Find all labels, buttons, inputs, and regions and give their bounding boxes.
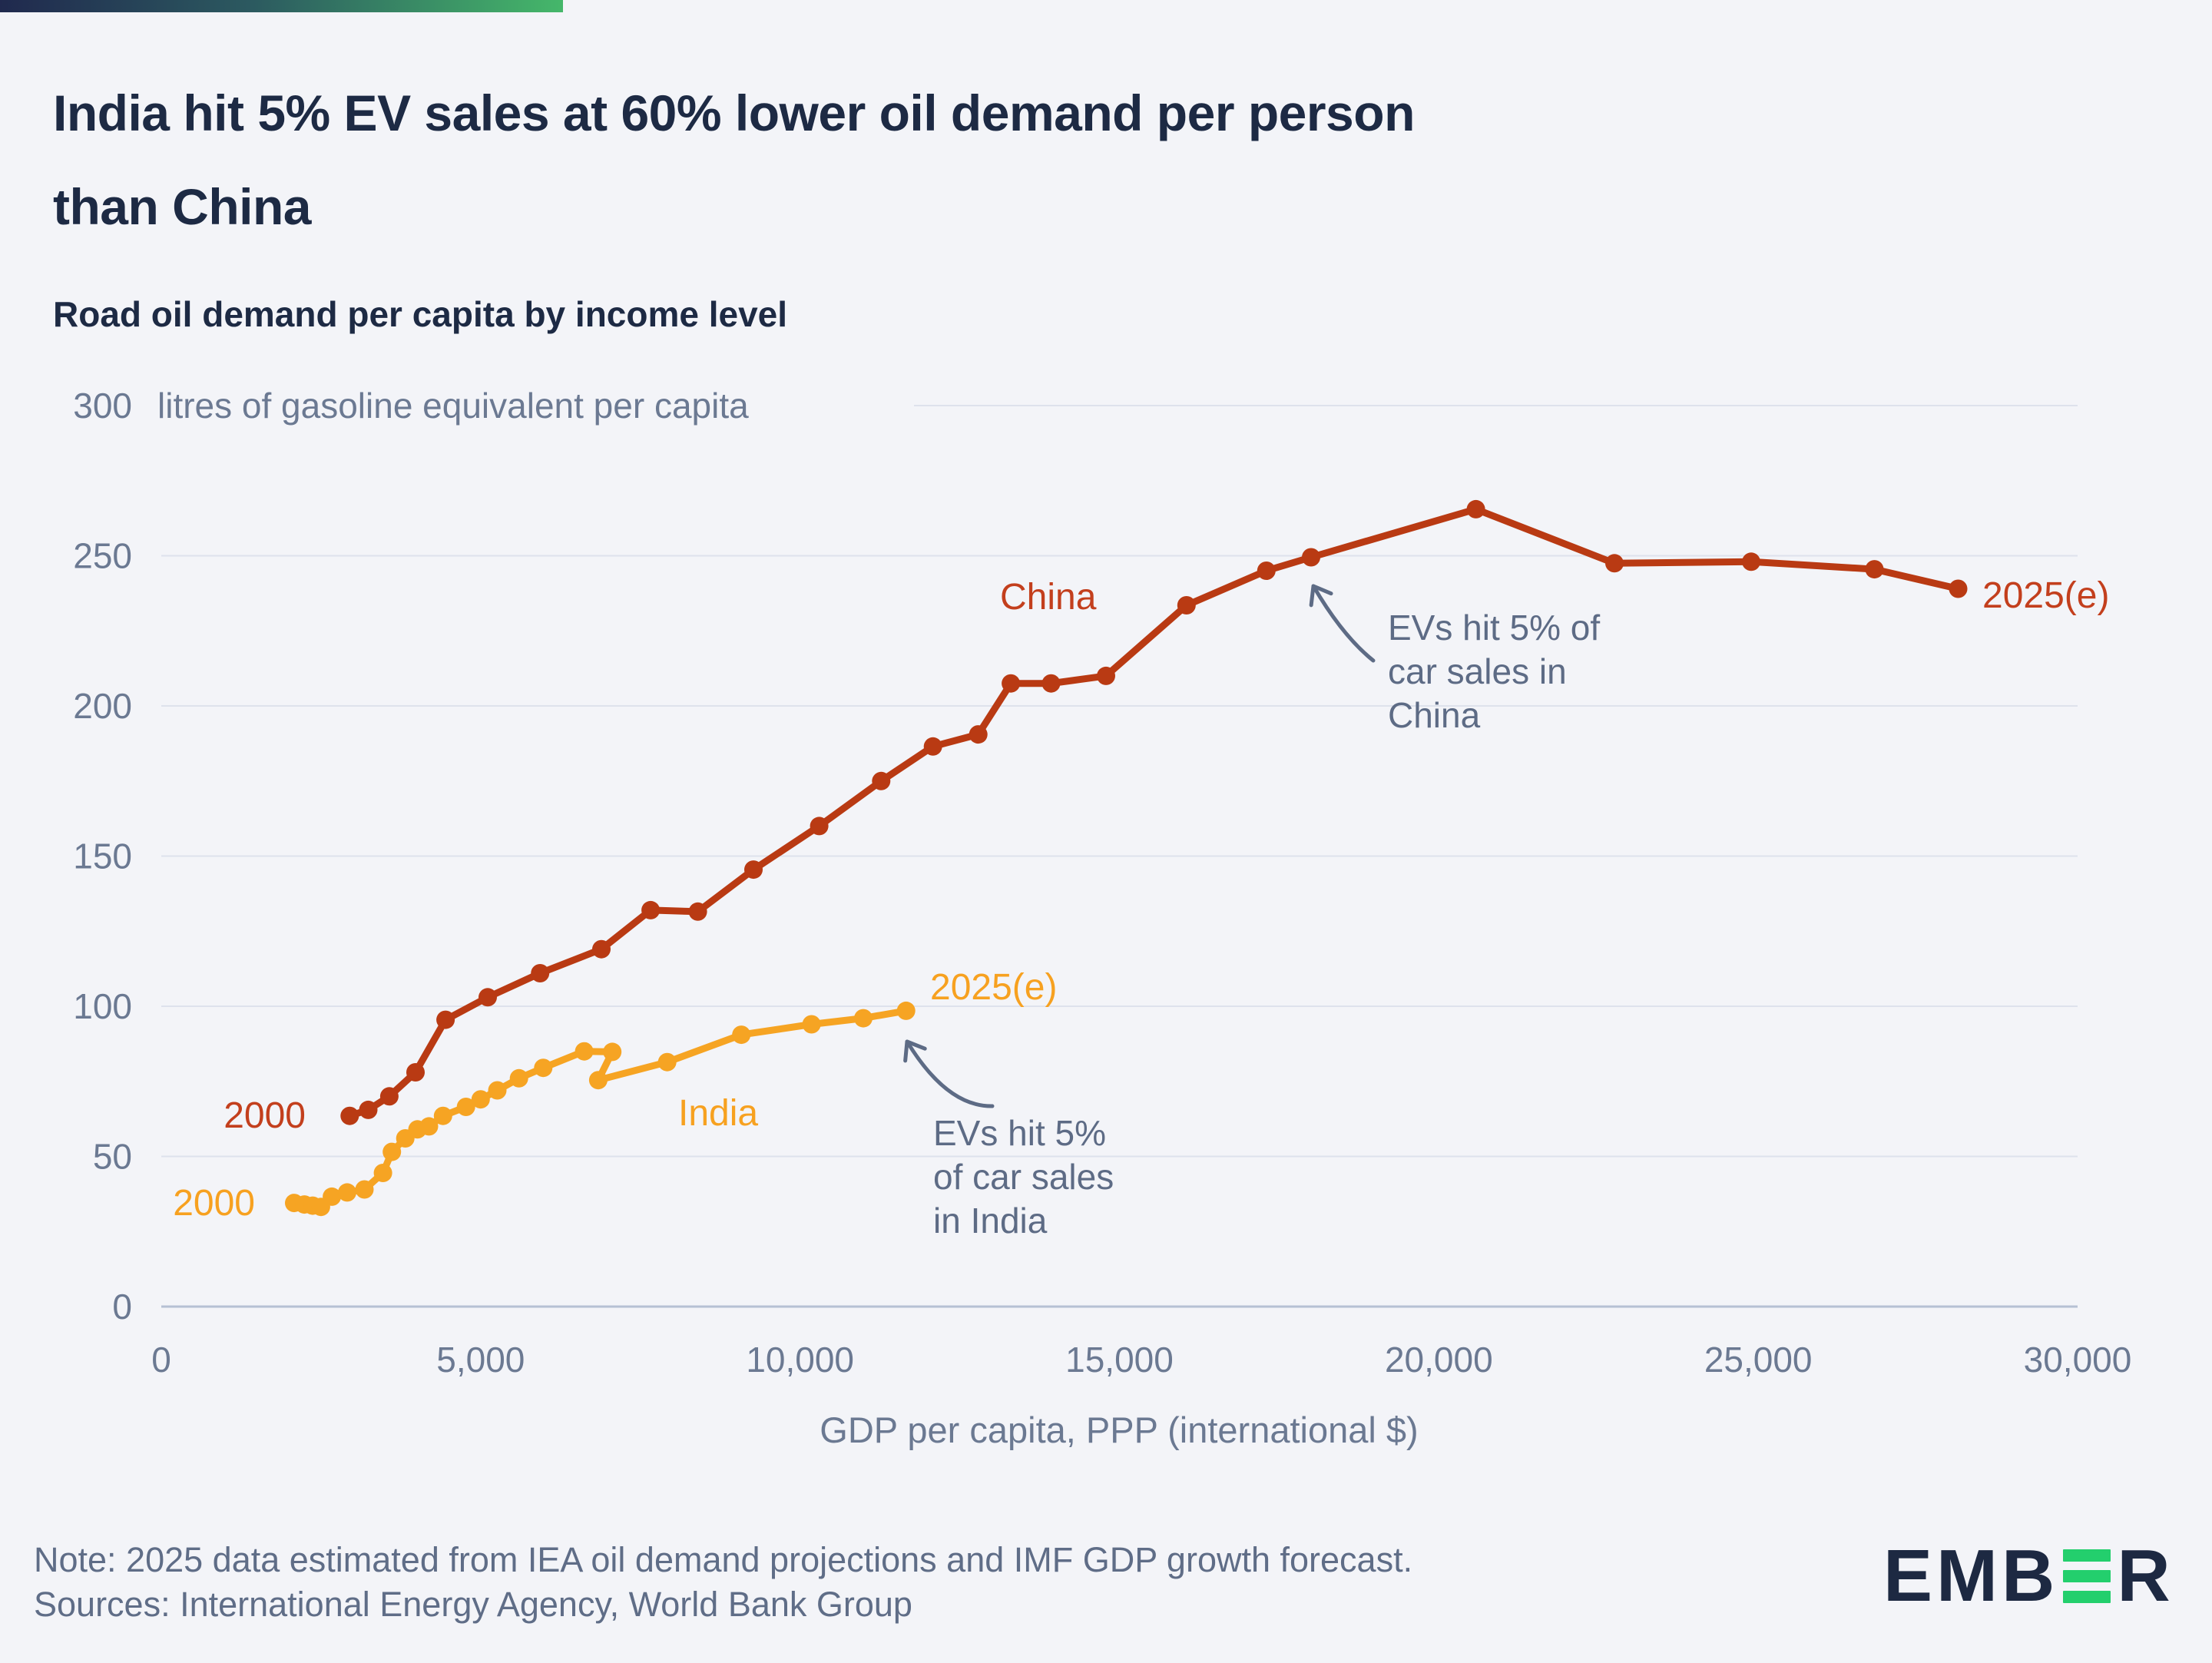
x-tick-label: 15,000 [1065,1340,1174,1380]
data-point-india-2023 [802,1015,821,1034]
data-point-india-2024 [854,1009,873,1028]
y-tick-label: 100 [73,986,132,1026]
data-point-china-2022 [1605,554,1624,573]
data-point-china-2000 [340,1106,359,1125]
ember-logo-suffix: R [2117,1535,2174,1617]
data-point-china-2020 [1302,548,1320,567]
data-point-india-2014 [471,1090,490,1109]
annotation-text-india-ev: in India [933,1201,1048,1241]
data-point-china-2025 [1949,579,1968,598]
data-point-china-2016 [1041,674,1061,693]
data-point-india-2004 [323,1187,342,1206]
data-point-china-2018 [1177,596,1196,615]
data-point-india-2008 [382,1142,402,1161]
data-point-china-2019 [1257,562,1276,580]
x-tick-label: 0 [151,1340,171,1380]
data-point-china-2015 [1002,674,1021,693]
y-axis-unit-label: litres of gasoline equivalent per capita [157,386,749,426]
data-point-china-2007 [592,939,611,959]
data-point-india-2020 [588,1071,608,1090]
series-label-india-end: 2025(e) [930,967,1057,1008]
data-point-india-2025 [896,1001,916,1020]
annotation-text-china-ev: China [1388,695,1481,735]
series-label-india-start: 2000 [173,1183,255,1224]
series-label-china-end: 2025(e) [1982,575,2109,616]
data-point-india-2007 [373,1164,392,1182]
x-tick-label: 10,000 [746,1340,854,1380]
annotation-text-china-ev: EVs hit 5% of [1388,608,1600,648]
footnote: Note: 2025 data estimated from IEA oil d… [34,1538,1412,1627]
data-point-india-2019 [603,1042,622,1062]
data-point-india-2011 [419,1117,439,1136]
x-tick-label: 20,000 [1385,1340,1493,1380]
y-tick-label: 200 [73,686,132,726]
ember-logo: EMB R [1883,1535,2174,1617]
annotation-arrow-india-ev [903,1039,995,1108]
y-tick-label: 150 [73,836,132,876]
page-title-line2: than China [53,178,312,235]
y-tick-label: 0 [112,1287,132,1327]
data-point-china-2014 [969,725,988,744]
data-point-india-2022 [732,1025,751,1045]
data-point-india-2012 [433,1106,452,1125]
footnote-sources: Sources: International Energy Agency, Wo… [34,1585,912,1624]
green-e-icon [2063,1549,2111,1603]
data-point-india-2021 [657,1052,677,1072]
data-point-india-2018 [575,1042,594,1061]
data-point-china-2011 [810,817,829,836]
ember-logo-prefix: EMB [1883,1535,2059,1617]
data-point-china-2002 [379,1087,399,1106]
data-point-india-2013 [456,1098,475,1116]
data-point-china-2009 [688,902,707,921]
brand-gradient-bar [0,0,563,12]
y-tick-label: 50 [93,1137,132,1177]
series-label-india-name: India [678,1093,758,1134]
footnote-note: Note: 2025 data estimated from IEA oil d… [34,1540,1413,1579]
data-point-china-2001 [359,1100,378,1119]
series-label-china-start: 2000 [224,1095,306,1136]
data-point-china-2023 [1742,552,1760,571]
data-point-india-2015 [488,1081,507,1100]
chart-subtitle: Road oil demand per capita by income lev… [53,294,788,334]
data-point-india-2005 [338,1183,356,1202]
data-point-india-2006 [355,1180,374,1199]
data-point-china-2021 [1466,499,1485,518]
data-point-china-2008 [641,900,661,919]
annotation-text-china-ev: car sales in [1388,651,1567,691]
data-point-china-2012 [872,771,891,790]
data-point-china-2024 [1865,560,1884,579]
annotation-text-india-ev: of car sales [933,1157,1114,1197]
y-tick-label: 250 [73,536,132,576]
data-point-china-2004 [436,1010,455,1029]
y-tick-label: 300 [73,386,132,426]
data-point-china-2003 [406,1063,425,1082]
x-tick-label: 5,000 [436,1340,525,1380]
data-point-india-2017 [534,1058,553,1078]
series-label-china-name: China [1000,577,1097,618]
data-point-china-2010 [744,860,763,880]
series-line-china [346,505,1962,1120]
x-tick-label: 25,000 [1704,1340,1813,1380]
page-title: India hit 5% EV sales at 60% lower oil d… [53,66,2157,253]
data-point-china-2013 [923,737,942,756]
x-axis-title: GDP per capita, PPP (international $) [820,1410,1418,1450]
data-point-china-2005 [478,988,497,1007]
data-point-china-2006 [531,964,550,982]
data-point-china-2017 [1097,666,1115,685]
x-tick-label: 30,000 [2024,1340,2132,1380]
data-point-india-2016 [509,1068,528,1088]
page-title-line1: India hit 5% EV sales at 60% lower oil d… [53,84,1415,141]
annotation-arrow-china-ev [1309,584,1376,663]
annotation-text-india-ev: EVs hit 5% [933,1113,1106,1153]
